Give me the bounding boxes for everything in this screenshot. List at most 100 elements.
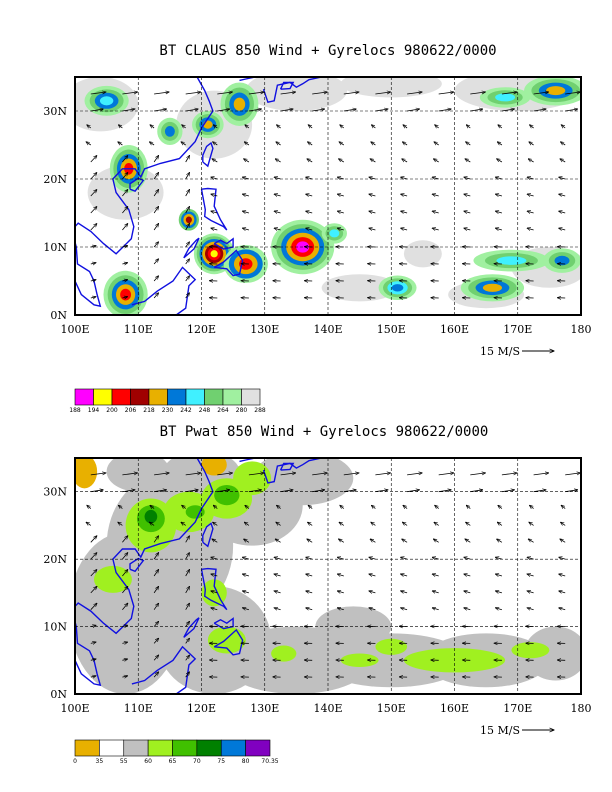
colorbar-label: 264 [217,407,229,414]
wind-vector [153,224,159,231]
wind-vector [432,608,439,610]
wind-vector [87,125,92,128]
wind-vector [308,142,313,146]
colorbar-swatch [204,388,224,406]
colorbar-label: 230 [162,407,174,414]
wind-vector [153,156,159,163]
wind-vector [242,228,250,230]
wind-vector [153,173,159,180]
wind-vector [438,92,454,95]
wind-vector [90,603,97,610]
wind-vector [470,109,483,111]
wind-vector [371,522,376,525]
wind-vector [337,557,344,559]
coastline [200,567,228,611]
reference-vector: 15 M/S [480,345,554,358]
pwat-patch [524,626,581,681]
wind-vector [464,557,471,559]
wind-vector [339,522,345,526]
wind-vector [154,109,166,111]
wind-vector [501,473,517,476]
wind-vector [153,603,159,610]
colorbar-swatch [123,739,149,757]
wind-vector [274,194,281,196]
pwat-patch [233,461,272,496]
wind-vector [559,228,566,230]
wind-vector [213,142,218,146]
wind-vector [153,638,159,644]
wind-vector [280,473,296,476]
wind-vector [122,109,134,111]
wind-vector [375,92,390,95]
wind-vector [401,608,408,610]
wind-vector [561,505,566,508]
wind-vector [185,553,190,560]
wind-vector [242,194,250,196]
wind-vector [432,591,439,593]
x-tick-label: 130E [250,323,279,336]
wind-vector [244,539,250,543]
wind-vector [118,125,123,128]
wind-vector [122,570,127,577]
colorbar-label: 0 [73,758,77,765]
wind-vector [432,228,439,230]
coastline [202,141,214,168]
wind-vector [501,109,515,111]
colorbar-swatch [222,388,242,406]
wind-vector [185,190,190,197]
wind-vector [401,194,408,196]
wind-vector [559,194,566,196]
x-tick-label: 160E [440,702,469,715]
wind-vector [340,125,345,128]
wind-vector [185,638,190,644]
colorbar-label: 65 [169,758,177,765]
wind-vector [559,557,566,559]
y-tick-label: 30N [43,105,67,118]
wind-vector [276,522,281,526]
wind-vector [497,539,503,543]
wind-vector [242,591,250,593]
x-tick-label: 140E [313,323,342,336]
wind-vector [497,159,503,163]
wind-vector [401,177,408,179]
wind-vector [466,522,471,526]
wind-vector [248,109,262,111]
cloud-cluster [185,216,192,224]
wind-vector [495,228,503,230]
wind-vector [375,490,388,492]
wind-vector [560,539,566,543]
wind-vector [275,159,281,163]
axis-labels: 100E 110E 120E 130E 140E 150E 160E 170E 180 0N 10N… [43,105,591,336]
coastline [213,249,244,277]
wind-vector [217,490,230,492]
wind-vector [277,505,281,508]
colorbar-label: 242 [180,407,192,414]
coastline [262,77,328,104]
wind-vector [181,142,186,146]
wind-vector [308,125,313,128]
brightness-field [75,77,581,315]
wind-vector [149,522,155,526]
wind-vector [306,211,313,213]
wind-vector [375,473,390,476]
wind-vector [217,473,232,476]
wind-vector [185,207,190,214]
wind-vector [306,591,313,593]
wind-vector [274,228,281,230]
axis-labels: 100E 110E 120E 130E 140E 150E 160E 170E 180 0N 10N… [43,486,591,715]
wind-vector [153,207,159,214]
x-tick-label: 180 [571,702,592,715]
cloud-cluster [164,126,175,137]
wind-vector [153,672,159,678]
wind-vector [533,490,546,492]
plot-frame [74,76,582,316]
x-tick-label: 150E [377,702,406,715]
wind-vector [495,194,503,196]
colorbar-label: 55 [120,758,128,765]
wind-vector [527,194,534,196]
wind-vector [369,177,376,179]
wind-vector [122,536,127,543]
wind-vector [401,228,408,230]
wind-vector [185,92,201,95]
wind-vector [312,109,325,111]
